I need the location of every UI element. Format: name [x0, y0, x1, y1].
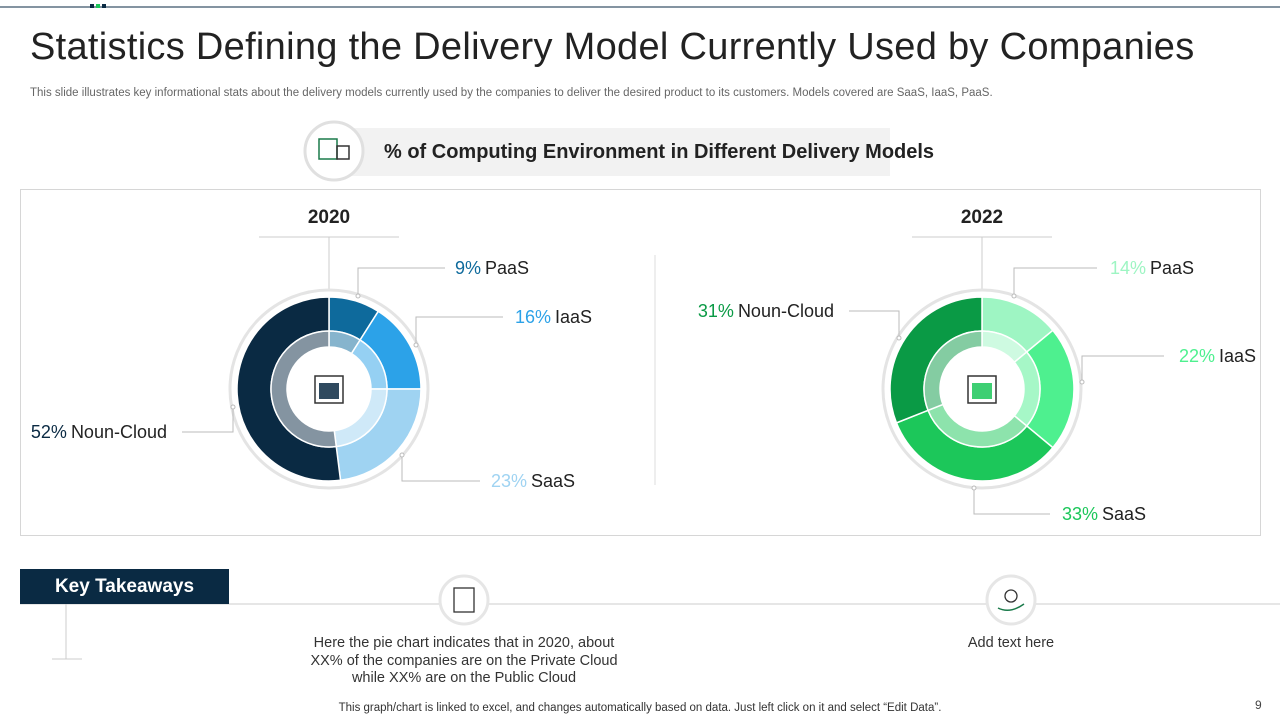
chart-title: 2022 [961, 207, 1003, 228]
leader-dot [413, 342, 419, 348]
value-label: 23% [491, 471, 527, 491]
leader-line [401, 455, 480, 482]
icon-part [453, 587, 475, 613]
icon-part [997, 603, 1025, 611]
center-icon-grid [972, 383, 992, 399]
decor [96, 4, 100, 8]
data-label: 16% IaaS [515, 307, 592, 327]
chart-heading: % of Computing Environment in Different … [384, 141, 935, 163]
chart-frame [20, 189, 1261, 536]
category-label: Noun-Cloud [738, 301, 834, 321]
data-label: 52% Noun-Cloud [31, 422, 167, 442]
heading-band [330, 128, 890, 176]
center-icon [314, 375, 344, 404]
leader-dot [399, 452, 405, 458]
takeaway-text: Here the pie chart indicates that in 202… [310, 635, 618, 686]
chart-title: 2020 [308, 207, 350, 228]
leader-line [357, 267, 445, 296]
leader-dot [896, 335, 902, 341]
data-label: 33% SaaS [1062, 504, 1146, 524]
value-label: 16% [515, 307, 551, 327]
category-label: PaaS [485, 258, 529, 278]
value-label: 9% [455, 258, 481, 278]
center-icon-grid [319, 383, 339, 399]
leader-dot [971, 485, 977, 491]
category-label: PaaS [1150, 258, 1194, 278]
heading-icon [303, 120, 365, 182]
data-label: 31% Noun-Cloud [698, 301, 834, 321]
category-label: IaaS [555, 307, 592, 327]
subtitle: This slide illustrates key informational… [30, 87, 993, 99]
donut-inner-segment [270, 330, 338, 448]
data-label: 9% PaaS [455, 258, 529, 278]
icon-part [1004, 589, 1018, 603]
value-label: 22% [1179, 346, 1215, 366]
takeaways-heading: Key Takeaways [20, 569, 229, 604]
leader-line [973, 488, 1050, 515]
leader-dot [1011, 293, 1017, 299]
value-label: 14% [1110, 258, 1146, 278]
value-label: 31% [698, 301, 734, 321]
leader-line [1013, 267, 1097, 296]
decor [90, 4, 94, 8]
data-label: 14% PaaS [1110, 258, 1194, 278]
footnote: This graph/chart is linked to excel, and… [338, 702, 942, 714]
title: Statistics Defining the Delivery Model C… [30, 26, 1195, 68]
takeaway-text: Add text here [967, 635, 1055, 651]
value-label: 52% [31, 422, 67, 442]
donut-inner-segment [923, 330, 983, 412]
leader-line [415, 316, 503, 345]
leader-line [1081, 355, 1164, 382]
page-number: 9 [1255, 698, 1262, 712]
leader-line [182, 407, 234, 433]
data-label: 23% SaaS [491, 471, 575, 491]
category-label: Noun-Cloud [71, 422, 167, 442]
category-label: IaaS [1219, 346, 1256, 366]
center-icon [967, 375, 997, 404]
value-label: 33% [1062, 504, 1098, 524]
leader-line [849, 310, 900, 338]
takeaway-icon [985, 574, 1037, 626]
leader-dot [230, 404, 236, 410]
category-label: SaaS [531, 471, 575, 491]
leader-dot [1079, 379, 1085, 385]
decor [102, 4, 106, 8]
data-label: 22% IaaS [1179, 346, 1256, 366]
leader-dot [355, 293, 361, 299]
category-label: SaaS [1102, 504, 1146, 524]
takeaway-icon [438, 574, 490, 626]
icon-part [336, 145, 350, 160]
